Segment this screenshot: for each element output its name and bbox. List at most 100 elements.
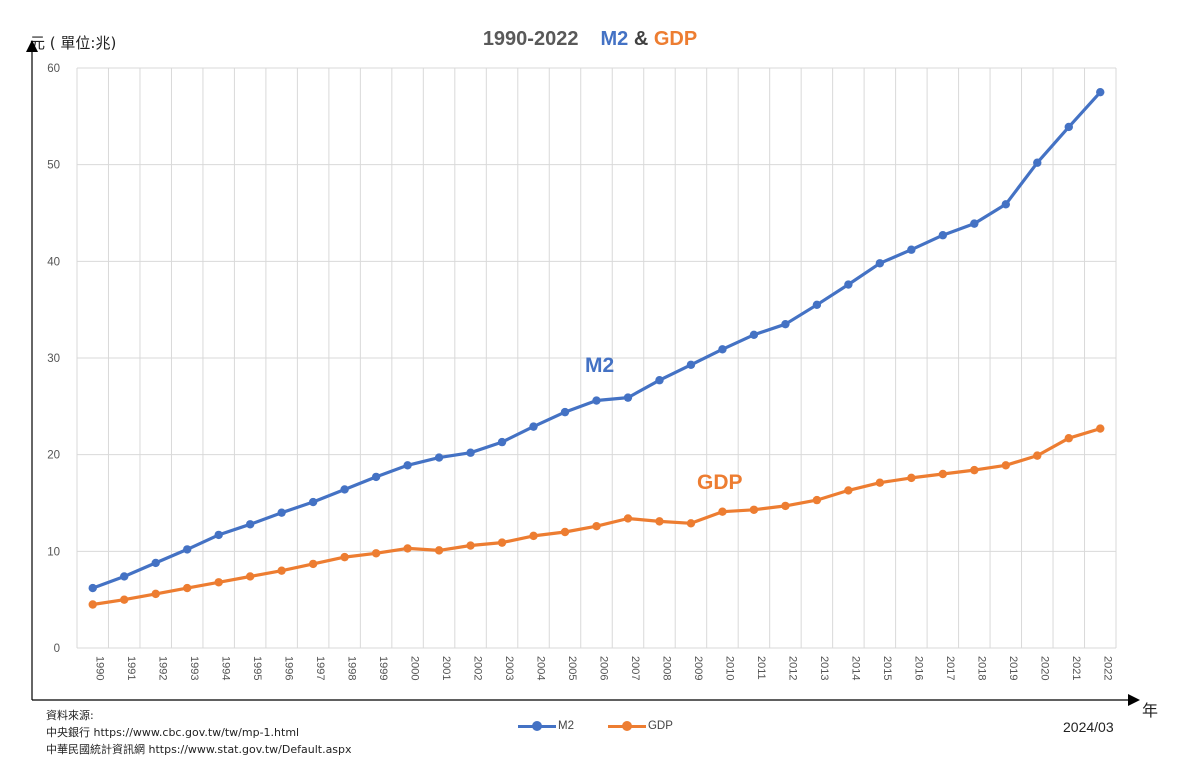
x-tick-label: 2004 xyxy=(535,656,547,680)
data-point-gdp xyxy=(120,595,129,604)
data-point-m2 xyxy=(1033,158,1042,167)
legend-item-gdp[interactable]: GDP xyxy=(607,720,673,732)
data-point-gdp xyxy=(560,527,570,537)
x-tick-label: 2016 xyxy=(912,656,924,680)
data-point-gdp xyxy=(1033,451,1042,460)
data-point-m2 xyxy=(812,300,822,310)
source-line-stat: 中華民國統計資訊網 https://www.stat.gov.tw/Defaul… xyxy=(46,743,352,756)
data-point-m2 xyxy=(120,572,129,581)
x-tick-label: 2014 xyxy=(849,656,861,680)
axes xyxy=(26,40,1140,706)
x-tick-label: 2012 xyxy=(786,656,798,680)
x-tick-label: 2008 xyxy=(660,656,672,680)
x-tick-label: 2001 xyxy=(440,656,452,680)
data-point-m2 xyxy=(907,245,916,254)
grid xyxy=(76,67,1117,649)
data-point-m2 xyxy=(529,422,538,431)
data-point-gdp xyxy=(623,514,633,523)
title-years: 1990-2022 xyxy=(482,28,579,50)
data-point-gdp xyxy=(88,600,97,609)
y-axis-unit-label: 元 ( 單位:兆) xyxy=(30,34,117,52)
source-note: 資料來源: 中央銀行 https://www.cbc.gov.tw/tw/mp-… xyxy=(46,707,352,758)
data-point-m2 xyxy=(1096,87,1105,97)
data-point-m2 xyxy=(151,558,160,568)
data-point-m2 xyxy=(88,583,97,593)
y-tick-label: 0 xyxy=(54,643,60,655)
data-point-gdp xyxy=(686,519,696,528)
data-point-gdp xyxy=(781,501,790,511)
x-tick-label: 1990 xyxy=(94,656,106,680)
y-tick-label: 40 xyxy=(47,256,60,268)
data-point-m2 xyxy=(245,520,255,529)
data-point-gdp xyxy=(371,549,381,558)
x-tick-label: 2022 xyxy=(1101,656,1113,680)
legend-label-m2: M2 xyxy=(558,720,574,732)
x-tick-label: 2003 xyxy=(503,656,515,680)
legend-swatch-m2 xyxy=(518,720,556,732)
source-heading: 資料來源: xyxy=(46,709,94,722)
title-m2: M2 xyxy=(600,28,629,50)
x-tick-label: 1998 xyxy=(346,656,358,680)
data-point-gdp xyxy=(844,486,853,495)
data-point-m2 xyxy=(434,453,444,462)
legend-label-gdp: GDP xyxy=(647,720,673,732)
series-line-m2 xyxy=(91,90,1102,590)
legend-item-m2[interactable]: M2 xyxy=(518,720,574,732)
x-tick-label: 2018 xyxy=(975,656,987,680)
data-point-m2 xyxy=(340,485,349,494)
data-point-m2 xyxy=(592,396,601,405)
x-tick-label: 1991 xyxy=(125,656,137,680)
data-point-m2 xyxy=(686,360,696,369)
data-point-gdp xyxy=(1096,424,1105,433)
x-tick-label: 1994 xyxy=(220,656,232,680)
legend: M2 GDP xyxy=(518,720,673,732)
data-point-gdp xyxy=(718,507,727,516)
title-amp: & xyxy=(633,28,649,50)
y-tick-label: 20 xyxy=(47,450,60,462)
data-point-gdp xyxy=(812,495,822,505)
data-point-gdp xyxy=(340,552,349,562)
data-point-gdp xyxy=(245,572,255,581)
x-tick-label: 1995 xyxy=(251,656,263,680)
x-tick-label: 2007 xyxy=(629,656,641,680)
data-point-gdp xyxy=(214,578,223,587)
x-tick-label: 2021 xyxy=(1070,656,1082,680)
data-point-m2 xyxy=(214,530,223,540)
y-tick-label: 10 xyxy=(47,546,60,558)
x-tick-label: 2010 xyxy=(723,656,735,680)
data-point-gdp xyxy=(655,517,664,526)
x-tick-label: 2002 xyxy=(472,656,484,680)
x-tick-label: 2006 xyxy=(598,656,610,680)
x-tick-label: 1999 xyxy=(377,656,389,680)
data-point-gdp xyxy=(151,589,160,599)
data-point-m2 xyxy=(497,437,507,447)
data-point-m2 xyxy=(749,330,759,339)
data-point-m2 xyxy=(875,259,885,268)
data-point-gdp xyxy=(403,544,412,553)
data-point-m2 xyxy=(655,376,664,385)
data-point-gdp xyxy=(1001,461,1011,470)
date-stamp: 2024/03 xyxy=(1063,719,1114,735)
data-point-gdp xyxy=(308,559,318,569)
data-point-gdp xyxy=(182,583,192,593)
data-point-gdp xyxy=(938,469,948,479)
x-tick-label: 1996 xyxy=(283,656,295,680)
data-point-gdp xyxy=(434,546,444,555)
y-tick-label: 60 xyxy=(47,63,60,75)
chart-title: 1990-2022 M2 & GDP xyxy=(0,28,1180,51)
data-point-m2 xyxy=(277,508,286,517)
x-tick-label: 1997 xyxy=(314,656,326,680)
data-point-m2 xyxy=(1001,200,1011,209)
x-tick-label: 2005 xyxy=(566,656,578,680)
data-point-m2 xyxy=(403,461,412,470)
y-tick-label: 30 xyxy=(47,353,60,365)
data-point-m2 xyxy=(182,545,192,554)
data-point-gdp xyxy=(466,541,475,550)
data-point-m2 xyxy=(970,219,979,228)
data-point-m2 xyxy=(844,280,853,289)
x-tick-label: 2011 xyxy=(755,656,767,680)
data-point-gdp xyxy=(749,505,759,514)
data-point-m2 xyxy=(466,448,475,457)
data-point-m2 xyxy=(1064,122,1073,132)
